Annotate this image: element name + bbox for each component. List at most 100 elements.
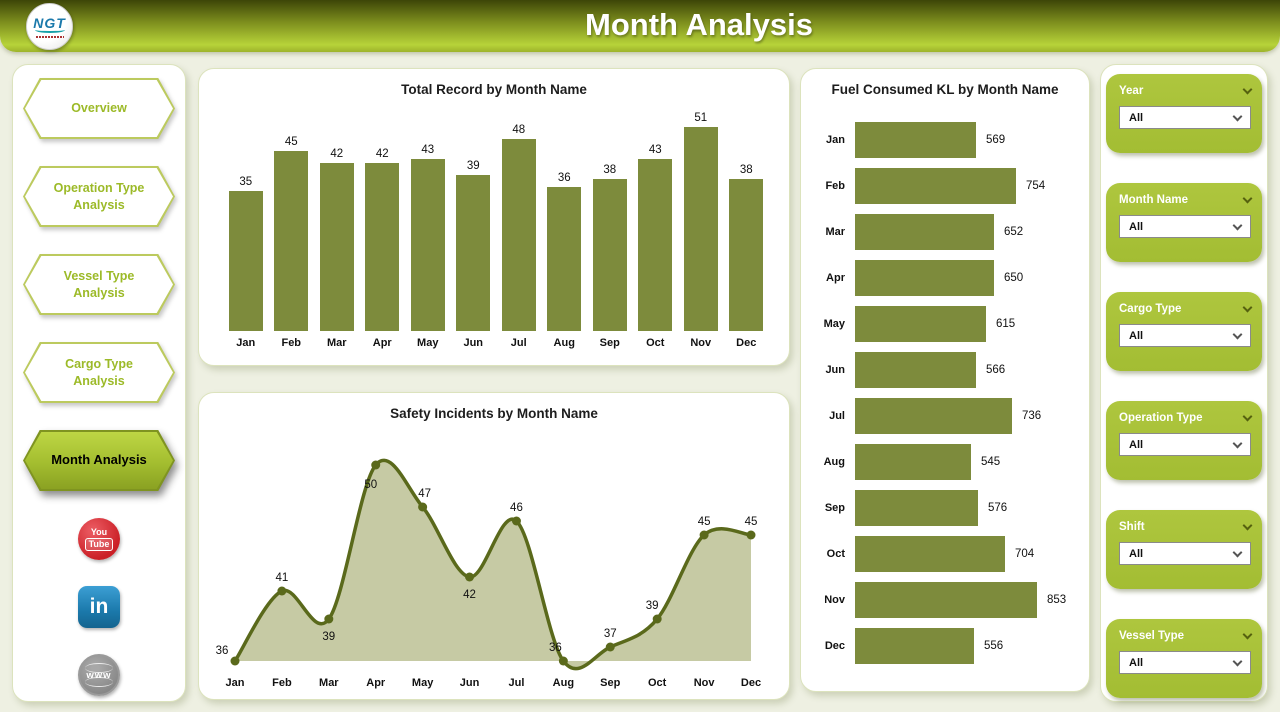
filter-operation-type: Operation Type All <box>1106 401 1262 480</box>
filter-shift-header[interactable]: Shift <box>1119 520 1253 533</box>
chevron-down-icon <box>1242 84 1253 95</box>
point-apr[interactable] <box>371 460 381 470</box>
hexagon-shape: Month Analysis <box>25 432 173 489</box>
filter-label: Month Name <box>1119 194 1188 206</box>
x-axis-label-dec: Dec <box>736 337 757 349</box>
bar-feb[interactable] <box>274 151 309 331</box>
fuel-bar-may[interactable] <box>855 306 986 342</box>
point-oct[interactable] <box>652 614 662 624</box>
point-jun[interactable] <box>465 572 475 582</box>
bar-jun[interactable] <box>456 175 491 331</box>
point-value-label: 42 <box>463 589 476 601</box>
filter-operation-type-dropdown[interactable]: All <box>1119 433 1251 456</box>
x-axis-label-mar: Mar <box>319 677 339 689</box>
point-dec[interactable] <box>746 530 756 540</box>
social-icons: You Tube in www <box>13 518 185 696</box>
website-label: www <box>86 669 112 681</box>
fuel-bar-jul[interactable] <box>855 398 1012 434</box>
y-axis-label-aug: Aug <box>823 456 845 468</box>
logo-tagline <box>35 36 64 38</box>
sidebar-item-overview[interactable]: Overview <box>23 78 175 139</box>
x-axis-label-apr: Apr <box>366 677 386 689</box>
filter-vessel-type-header[interactable]: Vessel Type <box>1119 629 1253 642</box>
fuel-value-label: 704 <box>1015 548 1035 560</box>
point-value-label: 37 <box>604 628 617 640</box>
x-axis-label-jan: Jan <box>236 337 256 349</box>
fuel-row-oct: Oct 704 <box>813 531 1079 577</box>
x-axis-label-sep: Sep <box>599 337 620 349</box>
point-may[interactable] <box>418 502 428 512</box>
filter-year-header[interactable]: Year <box>1119 84 1253 97</box>
bar-dec[interactable] <box>729 179 764 331</box>
fuel-bar-jun[interactable] <box>855 352 976 388</box>
bar-nov[interactable] <box>683 127 718 331</box>
bar-column-may: 43 May <box>405 103 451 351</box>
fuel-row-apr: Apr 650 <box>813 255 1079 301</box>
filter-label: Operation Type <box>1119 412 1203 424</box>
x-axis-label-mar: Mar <box>326 337 347 349</box>
fuel-bar-aug[interactable] <box>855 444 971 480</box>
hexagon-shape: Vessel Type Analysis <box>25 256 173 313</box>
bar-jul[interactable] <box>501 139 536 331</box>
fuel-bar-dec[interactable] <box>855 628 974 664</box>
website-icon[interactable]: www <box>78 654 120 696</box>
point-jul[interactable] <box>511 516 521 526</box>
fuel-bar-oct[interactable] <box>855 536 1005 572</box>
point-nov[interactable] <box>699 530 709 540</box>
filter-month-name-dropdown[interactable]: All <box>1119 215 1251 238</box>
fuel-consumed-bar-chart: Jan 569 Feb 754 Mar 652 Apr 650 May 615 Jun 566 Jul 7… <box>801 97 1089 669</box>
fuel-bar-nov[interactable] <box>855 582 1037 618</box>
fuel-bar-feb[interactable] <box>855 168 1016 204</box>
filter-vessel-type: Vessel Type All <box>1106 619 1262 698</box>
y-axis-label-feb: Feb <box>825 180 845 192</box>
filter-year-dropdown[interactable]: All <box>1119 106 1251 129</box>
bar-mar[interactable] <box>319 163 354 331</box>
bar-column-feb: 45 Feb <box>269 103 315 351</box>
filter-shift-dropdown[interactable]: All <box>1119 542 1251 565</box>
point-aug[interactable] <box>558 656 568 666</box>
bar-may[interactable] <box>410 159 445 331</box>
point-jan[interactable] <box>230 656 240 666</box>
x-axis-label-may: May <box>417 337 439 349</box>
filter-month-name-header[interactable]: Month Name <box>1119 193 1253 206</box>
x-axis-label-apr: Apr <box>372 337 392 349</box>
bar-oct[interactable] <box>638 159 673 331</box>
fuel-bar-jan[interactable] <box>855 122 976 158</box>
point-mar[interactable] <box>324 614 334 624</box>
fuel-value-label: 569 <box>986 134 1006 146</box>
fuel-value-label: 853 <box>1047 594 1067 606</box>
sidebar-item-cargo-type-analysis[interactable]: Cargo Type Analysis <box>23 342 175 403</box>
bar-sep[interactable] <box>592 179 627 331</box>
hexagon-shape: Operation Type Analysis <box>25 168 173 225</box>
safety-incidents-chart-card: Safety Incidents by Month Name 36 Jan 41 Fe… <box>198 392 790 700</box>
filter-operation-type-header[interactable]: Operation Type <box>1119 411 1253 424</box>
fuel-value-label: 652 <box>1004 226 1024 238</box>
bar-aug[interactable] <box>547 187 582 331</box>
fuel-bar-apr[interactable] <box>855 260 994 296</box>
linkedin-icon[interactable]: in <box>78 586 120 628</box>
fuel-row-aug: Aug 545 <box>813 439 1079 485</box>
filter-cargo-type-dropdown[interactable]: All <box>1119 324 1251 347</box>
sidebar-item-month-analysis[interactable]: Month Analysis <box>23 430 175 491</box>
total-record-chart-title: Total Record by Month Name <box>401 82 587 97</box>
chevron-down-icon <box>1232 438 1243 448</box>
bar-apr[interactable] <box>365 163 400 331</box>
fuel-value-label: 650 <box>1004 272 1024 284</box>
sidebar-item-operation-type-analysis[interactable]: Operation Type Analysis <box>23 166 175 227</box>
point-feb[interactable] <box>277 586 287 596</box>
bar-jan[interactable] <box>228 191 263 331</box>
point-sep[interactable] <box>605 642 615 652</box>
fuel-row-jan: Jan 569 <box>813 117 1079 163</box>
fuel-bar-sep[interactable] <box>855 490 978 526</box>
sidebar-item-vessel-type-analysis[interactable]: Vessel Type Analysis <box>23 254 175 315</box>
fuel-bar-mar[interactable] <box>855 214 994 250</box>
filter-year: Year All <box>1106 74 1262 153</box>
filter-panel: Year All Month Name All Cargo Type All Operati… <box>1100 64 1268 702</box>
filter-selected-value: All <box>1129 438 1144 451</box>
bar-value-label: 43 <box>421 144 435 156</box>
filter-cargo-type-header[interactable]: Cargo Type <box>1119 302 1253 315</box>
filter-vessel-type-dropdown[interactable]: All <box>1119 651 1251 674</box>
youtube-icon[interactable]: You Tube <box>78 518 120 560</box>
x-axis-label-oct: Oct <box>648 677 667 689</box>
hexagon-shape: Cargo Type Analysis <box>25 344 173 401</box>
